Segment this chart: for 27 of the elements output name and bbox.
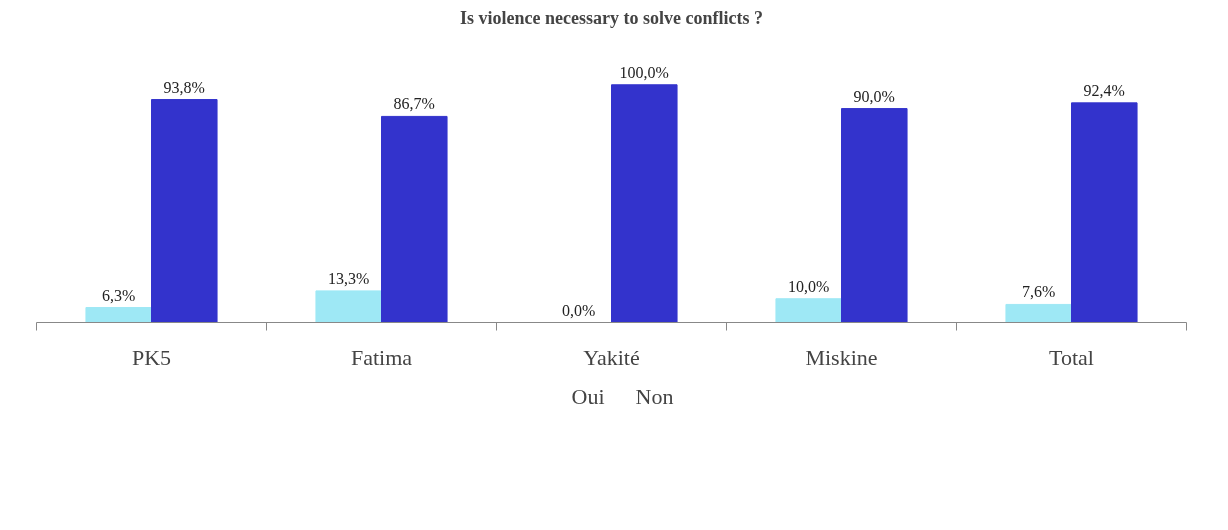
bar [381, 115, 448, 323]
text: Oui [571, 384, 605, 410]
data-label: 100,0% [619, 63, 669, 81]
x-tick-label: Yakité [583, 344, 640, 370]
data-label: 13,3% [328, 269, 370, 287]
data-label: 0,0% [562, 301, 596, 319]
bar [611, 84, 678, 323]
x-tick-label: Total [1049, 344, 1094, 370]
bar [841, 108, 908, 323]
data-label: 7,6% [1022, 283, 1056, 301]
x-tick-label: Miskine [805, 344, 878, 370]
data-label: 86,7% [393, 95, 435, 113]
x-tick-label: Fatima [350, 344, 413, 370]
chart-title: Is violence necessary to solve conflicts ? [460, 7, 763, 28]
bar [315, 290, 382, 323]
data-label: 93,8% [163, 78, 205, 96]
bar [1071, 102, 1138, 323]
data-label: 6,3% [102, 286, 136, 304]
data-label: 10,0% [788, 277, 830, 295]
bar [85, 307, 152, 323]
text: Non [635, 384, 674, 410]
x-tick-label: PK5 [131, 344, 172, 370]
bar [775, 298, 842, 323]
bar [151, 99, 218, 323]
data-label: 92,4% [1083, 81, 1125, 99]
bar [1005, 303, 1072, 323]
data-label: 90,0% [853, 87, 895, 105]
